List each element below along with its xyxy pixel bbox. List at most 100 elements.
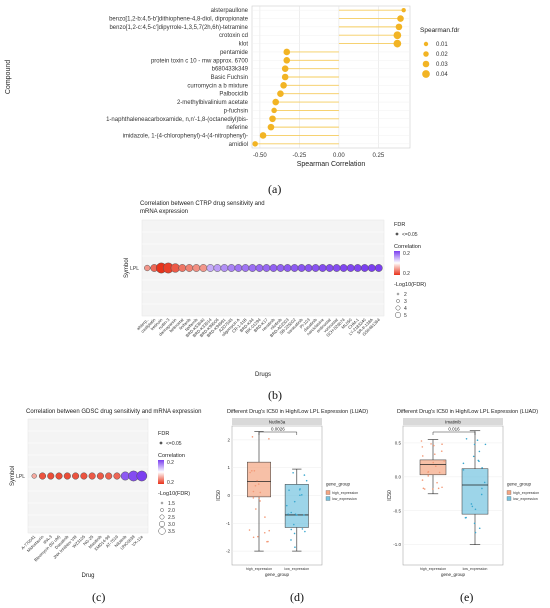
boxplot-imatinib: Different Drug's IC50 in High/Low LPL Ex…: [387, 409, 539, 577]
legend-fdr-label: <=0.05: [166, 441, 182, 447]
legend-colorbar: [158, 460, 164, 484]
legend-size-title: -Log10(FDR): [394, 282, 426, 288]
y-axis-label: Symbol: [10, 466, 16, 486]
y-tick-label: -1.0: [393, 542, 401, 547]
jitter-point: [293, 532, 296, 535]
jitter-point: [287, 513, 289, 515]
pvalue-label: 0.016: [448, 427, 460, 432]
lollipop-point: [283, 56, 291, 64]
y-tick-label: 0.0: [395, 474, 402, 479]
compound-label: arnidiol: [229, 142, 248, 148]
chart-title: Different Drug's IC50 in High/Low LPL Ex…: [397, 409, 538, 415]
compound-label: benzo[1,2-c:4,5-c']dipyrrole-1,3,5,7(2h,…: [109, 25, 248, 31]
facet-strip: [403, 418, 503, 425]
box: [247, 461, 271, 498]
lollipop-point: [267, 123, 275, 131]
drug-dot: [241, 264, 250, 272]
caption-b: (b): [268, 388, 282, 402]
jitter-point: [433, 453, 436, 456]
jitter-point: [421, 455, 424, 457]
legend-size-dot: [422, 70, 430, 78]
y-axis-label: IC50: [216, 490, 222, 501]
drug-dot: [178, 264, 187, 272]
lollipop-point: [281, 65, 289, 72]
jitter-point: [434, 465, 437, 468]
legend-title: gene_group: [326, 482, 351, 487]
drug-dot: [144, 264, 151, 272]
legend-size-label: 0.02: [436, 52, 448, 58]
y-tick-label: 0.5: [395, 440, 402, 445]
jitter-point: [290, 528, 293, 531]
legend-size-label: 0.03: [436, 62, 448, 68]
compound-label: protein toxin c 10 - mw approx. 6700: [151, 58, 249, 64]
legend-size-dot: [158, 520, 166, 528]
drug-dot: [367, 264, 376, 272]
jitter-point: [252, 497, 255, 499]
jitter-point: [288, 489, 290, 491]
drug-dot: [283, 264, 292, 272]
jitter-point: [441, 443, 443, 446]
jitter-point: [293, 500, 296, 503]
y-tick-label: 2: [227, 437, 230, 442]
jitter-point: [421, 446, 424, 448]
compound-label: imidazole, 1-(4-chlorophenyl)-4-(4-nitro…: [123, 133, 248, 139]
drug-dot: [88, 472, 96, 480]
y-axis-label: IC50: [387, 490, 393, 501]
legend-size-label: 0.04: [436, 72, 448, 78]
x-tick-label: low_expression: [284, 567, 309, 571]
chart-title: Correlation between GDSC drug sensitivit…: [26, 409, 201, 415]
drug-dot: [192, 264, 201, 272]
drug-dot: [199, 264, 208, 272]
jitter-point: [252, 490, 255, 493]
x-axis-label: Drugs: [255, 372, 271, 378]
lollipop-point: [280, 82, 287, 89]
drug-dot: [374, 264, 383, 272]
drug-dot: [47, 472, 55, 480]
jitter-point: [443, 460, 445, 462]
legend-size-dot: [423, 51, 429, 57]
legend-size-dot: [159, 514, 165, 520]
jitter-point: [441, 486, 443, 489]
legend-title: gene_group: [507, 482, 532, 487]
jitter-point: [474, 508, 477, 511]
compound-label: 1-naphthaleneacarboxamide, n,n'-1,8-(oct…: [106, 117, 248, 123]
legend-size-title: -Log10(FDR): [158, 491, 190, 497]
x-tick-label: 0.25: [373, 153, 385, 159]
legend-title: Spearman.fdr: [420, 27, 460, 34]
jitter-point: [462, 462, 465, 465]
jitter-point: [420, 440, 423, 442]
jitter-point: [267, 540, 269, 543]
drug-dot: [262, 264, 271, 272]
drug-dot: [220, 264, 229, 272]
jitter-point: [473, 522, 476, 525]
x-tick-label: low_expression: [463, 567, 488, 571]
drug-dot: [185, 264, 194, 272]
facet-label: Imatinib: [445, 420, 461, 425]
jitter-point: [422, 487, 425, 490]
legend-size-label: 0.01: [436, 42, 448, 48]
drug-dot: [227, 264, 236, 272]
jitter-point: [253, 469, 256, 472]
jitter-point: [481, 487, 483, 490]
y-tick-label: -1: [226, 521, 230, 526]
legend-size-label: 2.5: [168, 515, 175, 521]
drug-dot: [105, 472, 113, 480]
jitter-point: [470, 503, 473, 505]
legend-size-label: 1.5: [168, 501, 175, 507]
jitter-point: [476, 439, 479, 442]
gdsc-dot-chart: Correlation between GDSC drug sensitivit…: [10, 409, 201, 579]
y-tick-label: -0.5: [393, 508, 401, 513]
legend-corr-min: 0.2: [403, 271, 410, 277]
legend-size-label: 2: [404, 292, 407, 298]
compound-label: crotoxin cd: [219, 33, 248, 39]
jitter-point: [254, 484, 257, 487]
jitter-point: [303, 514, 305, 516]
legend-size-dot: [396, 299, 400, 303]
box: [284, 484, 309, 528]
lollipop-point: [272, 98, 280, 106]
jitter-point: [255, 508, 257, 510]
legend-fdr-dot: [159, 441, 163, 445]
legend-corr-max: 0.2: [167, 460, 174, 466]
caption-a: (a): [268, 182, 282, 196]
drug-dot: [72, 472, 80, 480]
